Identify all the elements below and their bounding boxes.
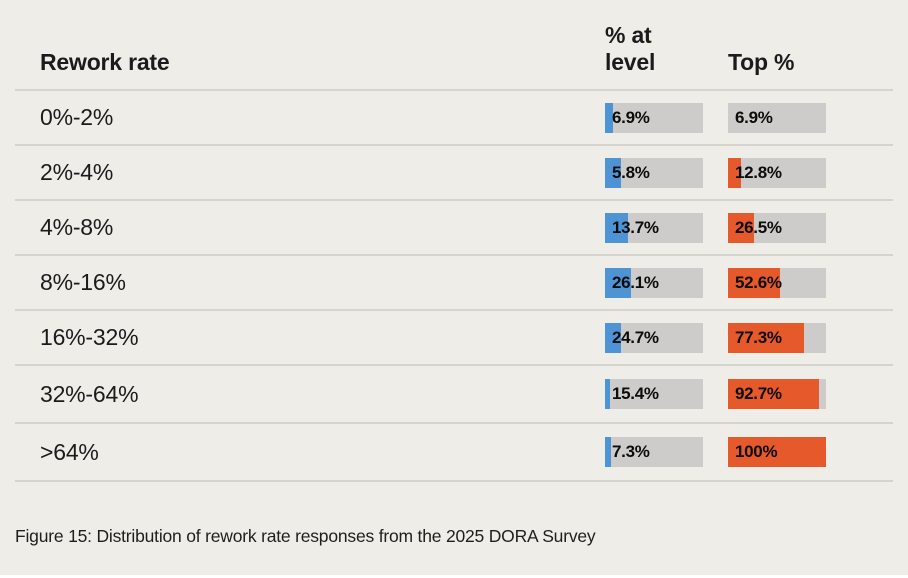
top-pct-value: 26.5% — [735, 217, 782, 237]
at-level-value: 13.7% — [612, 217, 659, 237]
table-row: 16%-32% 24.7% 77.3% — [15, 311, 893, 366]
top-pct-bar: 52.6% — [728, 267, 826, 298]
at-level-bar-fill — [605, 267, 632, 298]
column-header-rework-rate: Rework rate — [40, 48, 170, 75]
top-pct-value: 77.3% — [735, 327, 782, 347]
at-level-bar-fill — [605, 322, 621, 353]
table-row: 8%-16% 26.1% 52.6% — [15, 256, 893, 311]
at-level-bar-fill — [605, 437, 611, 467]
top-pct-value: 92.7% — [735, 384, 782, 403]
at-level-value: 6.9% — [612, 107, 650, 127]
top-pct-bar-fill — [728, 379, 819, 409]
rework-table: Rework rate % at level Top % 0%-2% 6.9% … — [15, 0, 893, 482]
bottom-edge — [0, 575, 908, 578]
rework-range-label: 4%-8% — [40, 214, 114, 240]
figure-caption: Figure 15: Distribution of rework rate r… — [15, 526, 596, 546]
top-pct-bar-fill — [728, 157, 741, 188]
rework-range-label: 16%-32% — [40, 324, 139, 350]
top-pct-value: 100% — [735, 442, 778, 461]
top-pct-bar-fill — [728, 212, 754, 243]
table-row: >64% 7.3% 100% — [15, 424, 893, 482]
rework-range-label: 0%-2% — [40, 104, 114, 130]
table-row: 2%-4% 5.8% 12.8% — [15, 146, 893, 201]
rework-range-label: 2%-4% — [40, 159, 114, 185]
top-pct-bar-fill — [728, 437, 826, 467]
at-level-bar: 26.1% — [605, 267, 703, 298]
top-pct-bar-fill — [728, 322, 804, 353]
table-row: 0%-2% 6.9% 6.9% — [15, 91, 893, 146]
table-header-row: Rework rate % at level Top % — [15, 0, 893, 91]
top-pct-value: 52.6% — [735, 272, 782, 292]
at-level-bar: 15.4% — [605, 379, 703, 409]
column-header-top-pct: Top % — [728, 48, 795, 75]
at-level-value: 7.3% — [612, 442, 650, 461]
at-level-value: 5.8% — [612, 162, 650, 182]
column-header-at-level: % at level — [605, 21, 656, 75]
top-pct-value: 6.9% — [735, 107, 773, 127]
top-pct-bar-fill — [728, 267, 780, 298]
at-level-value: 24.7% — [612, 327, 659, 347]
top-pct-bar: 26.5% — [728, 212, 826, 243]
at-level-value: 26.1% — [612, 272, 659, 292]
top-pct-bar: 100% — [728, 437, 826, 467]
at-level-bar-fill — [605, 212, 628, 243]
at-level-bar: 6.9% — [605, 102, 703, 133]
rework-range-label: 32%-64% — [40, 380, 139, 407]
top-pct-value: 12.8% — [735, 162, 782, 182]
top-pct-bar: 12.8% — [728, 157, 826, 188]
at-level-bar: 7.3% — [605, 437, 703, 467]
rework-range-label: >64% — [40, 438, 99, 465]
table-row: 32%-64% 15.4% 92.7% — [15, 366, 893, 424]
top-pct-bar: 92.7% — [728, 379, 826, 409]
at-level-bar: 24.7% — [605, 322, 703, 353]
at-level-bar-fill — [605, 379, 610, 409]
at-level-value: 15.4% — [612, 384, 659, 403]
top-pct-bar: 6.9% — [728, 102, 826, 133]
table-row: 4%-8% 13.7% 26.5% — [15, 201, 893, 256]
at-level-bar: 5.8% — [605, 157, 703, 188]
at-level-bar: 13.7% — [605, 212, 703, 243]
at-level-bar-fill — [605, 102, 613, 133]
at-level-bar-fill — [605, 157, 621, 188]
rework-range-label: 8%-16% — [40, 269, 126, 295]
top-pct-bar: 77.3% — [728, 322, 826, 353]
